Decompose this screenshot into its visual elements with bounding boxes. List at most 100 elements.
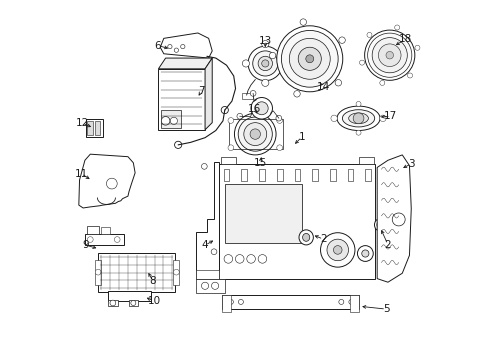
Text: 9: 9 xyxy=(82,240,89,250)
Circle shape xyxy=(320,233,354,267)
Text: 4: 4 xyxy=(202,240,208,250)
Text: 1: 1 xyxy=(298,132,305,142)
Bar xyxy=(87,121,93,135)
Polygon shape xyxy=(160,33,212,58)
Circle shape xyxy=(385,51,393,59)
Text: 18: 18 xyxy=(398,35,411,44)
Circle shape xyxy=(106,178,117,189)
Circle shape xyxy=(281,60,287,67)
Polygon shape xyxy=(204,58,212,130)
Circle shape xyxy=(201,282,208,289)
Bar xyxy=(173,260,179,285)
Circle shape xyxy=(242,60,249,67)
Bar xyxy=(224,184,301,243)
Bar xyxy=(98,253,175,292)
Circle shape xyxy=(221,107,228,114)
Text: 7: 7 xyxy=(198,86,204,96)
Circle shape xyxy=(338,37,345,43)
Text: 17: 17 xyxy=(384,111,397,121)
Text: 11: 11 xyxy=(75,168,88,179)
Polygon shape xyxy=(376,155,410,282)
Ellipse shape xyxy=(298,230,313,245)
Bar xyxy=(222,295,358,309)
Bar xyxy=(129,300,138,306)
Circle shape xyxy=(161,117,169,125)
Bar xyxy=(101,227,110,234)
Circle shape xyxy=(238,300,243,305)
Bar xyxy=(329,168,335,181)
Circle shape xyxy=(234,113,276,155)
Ellipse shape xyxy=(342,110,374,127)
Circle shape xyxy=(244,123,266,145)
Circle shape xyxy=(330,115,337,122)
Polygon shape xyxy=(158,58,212,69)
Circle shape xyxy=(258,255,266,263)
Circle shape xyxy=(334,80,341,86)
Bar xyxy=(95,260,101,285)
Bar xyxy=(312,168,317,181)
Circle shape xyxy=(261,41,268,48)
Bar xyxy=(107,300,118,306)
Text: 16: 16 xyxy=(247,104,261,114)
Bar xyxy=(347,168,353,181)
Circle shape xyxy=(338,300,343,305)
Circle shape xyxy=(414,45,419,50)
Circle shape xyxy=(180,44,184,49)
Ellipse shape xyxy=(336,106,379,131)
Circle shape xyxy=(293,91,300,97)
Circle shape xyxy=(167,44,172,49)
Circle shape xyxy=(326,239,348,261)
Ellipse shape xyxy=(376,222,380,228)
Polygon shape xyxy=(158,69,204,130)
Polygon shape xyxy=(79,154,135,208)
Circle shape xyxy=(298,47,321,70)
Circle shape xyxy=(252,51,277,76)
Circle shape xyxy=(110,300,116,306)
Circle shape xyxy=(227,118,233,123)
Circle shape xyxy=(249,129,260,139)
Text: 3: 3 xyxy=(407,159,414,169)
Circle shape xyxy=(261,60,268,67)
Circle shape xyxy=(174,141,182,148)
Bar xyxy=(294,168,300,181)
Circle shape xyxy=(379,80,384,85)
Circle shape xyxy=(394,25,399,30)
Circle shape xyxy=(352,113,363,124)
Circle shape xyxy=(359,60,364,65)
Circle shape xyxy=(174,48,178,52)
Circle shape xyxy=(95,269,101,275)
Bar xyxy=(86,226,99,234)
Circle shape xyxy=(357,246,372,261)
Circle shape xyxy=(355,102,360,107)
Bar xyxy=(222,295,231,312)
Bar xyxy=(196,270,219,279)
Circle shape xyxy=(201,163,207,169)
Bar xyxy=(86,119,103,137)
Circle shape xyxy=(379,115,386,122)
Circle shape xyxy=(333,246,341,254)
Circle shape xyxy=(364,30,414,80)
Text: 8: 8 xyxy=(149,276,156,286)
Bar xyxy=(241,168,246,181)
Circle shape xyxy=(269,52,275,59)
Circle shape xyxy=(276,26,342,92)
Ellipse shape xyxy=(302,233,309,241)
Circle shape xyxy=(366,32,371,37)
Bar xyxy=(349,295,358,312)
Circle shape xyxy=(378,44,400,67)
Circle shape xyxy=(391,213,405,226)
Circle shape xyxy=(407,73,412,78)
Circle shape xyxy=(238,117,272,151)
Circle shape xyxy=(170,117,177,125)
Circle shape xyxy=(305,55,313,63)
Circle shape xyxy=(250,90,255,96)
Circle shape xyxy=(235,255,244,263)
Circle shape xyxy=(114,237,120,242)
Circle shape xyxy=(348,300,353,305)
Bar xyxy=(359,157,373,164)
Circle shape xyxy=(250,98,272,119)
Circle shape xyxy=(131,301,136,306)
Bar xyxy=(219,164,375,279)
Bar xyxy=(161,110,181,128)
Bar xyxy=(223,168,229,181)
